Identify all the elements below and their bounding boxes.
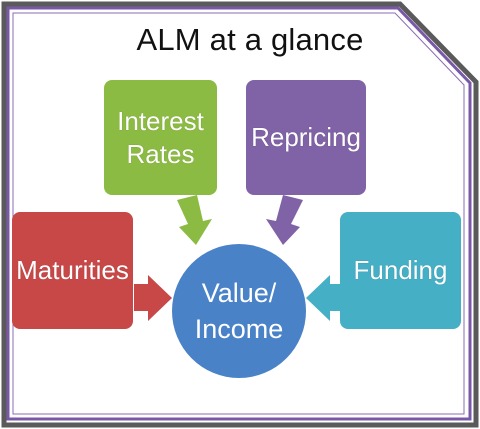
value-income-circle: Value/ Income <box>172 244 306 378</box>
value-income-label: Value/ Income <box>194 277 284 344</box>
arrow-interest-rates <box>177 195 212 245</box>
repricing-box: Repricing <box>246 80 366 195</box>
interest-rates-label: Interest Rates <box>117 106 204 169</box>
arrow-repricing <box>266 195 303 245</box>
arrow-funding <box>306 275 340 321</box>
diagram-title: ALM at a glance <box>136 22 364 57</box>
funding-box: Funding <box>340 212 461 329</box>
funding-label: Funding <box>353 255 448 286</box>
maturities-label: Maturities <box>16 255 129 286</box>
arrow-maturities <box>134 275 172 321</box>
repricing-label: Repricing <box>251 122 361 153</box>
interest-rates-box: Interest Rates <box>104 80 217 195</box>
maturities-box: Maturities <box>12 212 133 329</box>
